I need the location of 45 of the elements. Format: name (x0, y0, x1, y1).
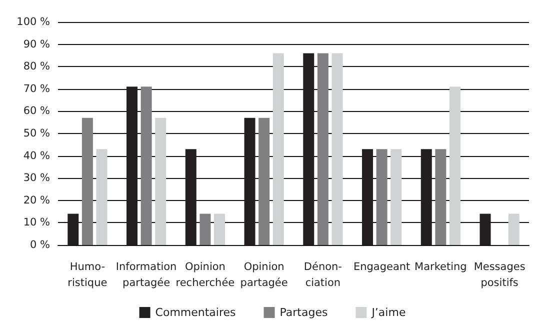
x-tick-label: Engageant (353, 261, 410, 273)
y-tick-label: 100 % (16, 16, 50, 28)
y-tick-label: 40 % (23, 150, 50, 162)
bar (68, 214, 79, 245)
y-tick-label: 20 % (23, 194, 50, 206)
x-tick-label: Dénon- ciation (304, 261, 342, 289)
x-tick-label: Marketing (414, 261, 467, 273)
y-tick-label: 50 % (23, 128, 50, 140)
bar (303, 53, 314, 245)
bar (258, 118, 270, 245)
legend-label: Partages (280, 306, 328, 319)
x-tick-label: Opinion recherchée (176, 261, 235, 289)
y-tick-label: 0 % (30, 239, 50, 251)
bar (200, 214, 211, 245)
bar (362, 149, 374, 245)
bar (435, 149, 446, 245)
legend-label: J’aime (370, 306, 406, 319)
y-tick-label: 30 % (23, 172, 50, 184)
y-tick-label: 70 % (23, 82, 50, 95)
y-tick-label: 60 % (23, 105, 50, 118)
bar (96, 149, 108, 245)
bar (420, 149, 432, 245)
bar (317, 53, 328, 245)
bar (244, 118, 256, 245)
y-tick-label: 80 % (23, 60, 50, 73)
x-tick-label: Humo- ristique (68, 261, 108, 289)
y-tick-label: 10 % (23, 216, 50, 229)
bar (82, 118, 93, 245)
x-tick-label: Opinion partagée (240, 261, 288, 289)
y-tick-label: 90 % (23, 38, 50, 50)
bar (508, 214, 520, 245)
x-tick-label: Messages positifs (474, 261, 526, 289)
bar (449, 86, 460, 245)
bar (126, 86, 138, 245)
bar (390, 149, 402, 245)
bar (214, 214, 225, 245)
bar (480, 214, 491, 245)
x-tick-label: Information partagée (116, 261, 177, 289)
legend-label: Commentaires (155, 306, 236, 319)
bar (140, 86, 152, 245)
bar (376, 149, 388, 245)
bar (272, 53, 284, 245)
bar (185, 149, 196, 245)
bar (332, 53, 343, 245)
bar (155, 118, 166, 245)
